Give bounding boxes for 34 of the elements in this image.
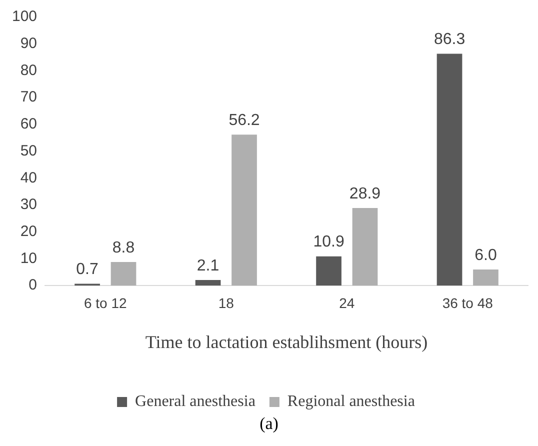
legend-label: Regional anesthesia bbox=[287, 393, 415, 410]
y-tick-label: 30 bbox=[20, 196, 38, 214]
y-tick-label: 60 bbox=[20, 116, 38, 133]
bar bbox=[232, 134, 257, 286]
y-tick-label: 80 bbox=[20, 62, 38, 79]
y-tick-label: 20 bbox=[20, 223, 38, 240]
data-label: 6.0 bbox=[474, 246, 497, 264]
x-tick-label: 24 bbox=[339, 294, 355, 311]
x-tick-label: 36 to 48 bbox=[442, 294, 494, 311]
bar bbox=[436, 54, 462, 286]
data-label: 10.9 bbox=[313, 234, 344, 251]
data-label: 86.3 bbox=[434, 31, 466, 48]
x-tick-label: 6 to 12 bbox=[84, 294, 128, 311]
bar bbox=[195, 280, 221, 286]
y-tick-label: 70 bbox=[20, 88, 38, 106]
data-label: 28.9 bbox=[349, 185, 381, 202]
x-tick-label: 18 bbox=[218, 294, 234, 311]
legend-label: General anesthesia bbox=[135, 393, 256, 410]
y-tick-label: 40 bbox=[20, 169, 38, 186]
x-axis-title: Time to lactation establihsment (hours) bbox=[145, 332, 428, 352]
y-tick-label: 10 bbox=[20, 250, 38, 267]
y-tick-label: 90 bbox=[20, 35, 38, 52]
text: (a) bbox=[258, 414, 280, 434]
bar bbox=[352, 208, 378, 286]
data-label: 8.8 bbox=[112, 239, 135, 256]
bar bbox=[473, 269, 498, 286]
data-label: 2.1 bbox=[196, 257, 220, 274]
bar bbox=[316, 256, 342, 286]
y-tick-label: 100 bbox=[12, 8, 38, 26]
bar bbox=[110, 262, 136, 286]
data-label: 56.2 bbox=[228, 112, 260, 130]
y-tick-label: 50 bbox=[20, 142, 38, 160]
y-tick-label: 0 bbox=[28, 276, 38, 294]
data-label: 0.7 bbox=[76, 261, 99, 278]
